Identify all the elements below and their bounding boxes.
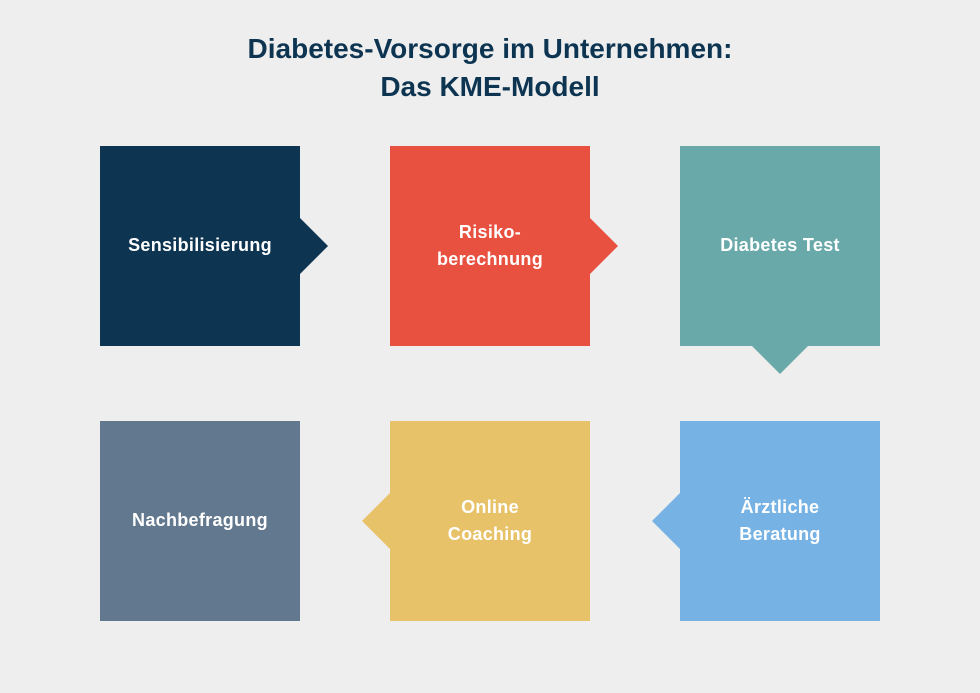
flow-box-label: Diabetes Test [720, 232, 840, 259]
flow-box-b1: Sensibilisierung [100, 146, 300, 346]
flow-box-b4: Ärztliche Beratung [680, 421, 880, 621]
flow-box-b5: Online Coaching [390, 421, 590, 621]
arrow-left-icon [652, 493, 680, 549]
arrow-left-icon [362, 493, 390, 549]
flow-box-label: Ärztliche Beratung [739, 494, 820, 548]
flow-box-label: Online Coaching [448, 494, 532, 548]
flow-box-label: Sensibilisierung [128, 232, 272, 259]
title-line-2: Das KME-Modell [60, 68, 920, 106]
arrow-down-icon [752, 346, 808, 374]
flow-box-label: Risiko- berechnung [437, 219, 543, 273]
flow-box-b6: Nachbefragung [100, 421, 300, 621]
title-block: Diabetes-Vorsorge im Unternehmen: Das KM… [60, 30, 920, 106]
flow-box-b3: Diabetes Test [680, 146, 880, 346]
arrow-right-icon [300, 218, 328, 274]
infographic-container: Diabetes-Vorsorge im Unternehmen: Das KM… [0, 0, 980, 693]
flow-box-b2: Risiko- berechnung [390, 146, 590, 346]
arrow-right-icon [590, 218, 618, 274]
title-line-1: Diabetes-Vorsorge im Unternehmen: [60, 30, 920, 68]
flow-grid: Sensibilisierung Risiko- berechnung Diabet… [60, 146, 920, 663]
flow-box-label: Nachbefragung [132, 507, 268, 534]
